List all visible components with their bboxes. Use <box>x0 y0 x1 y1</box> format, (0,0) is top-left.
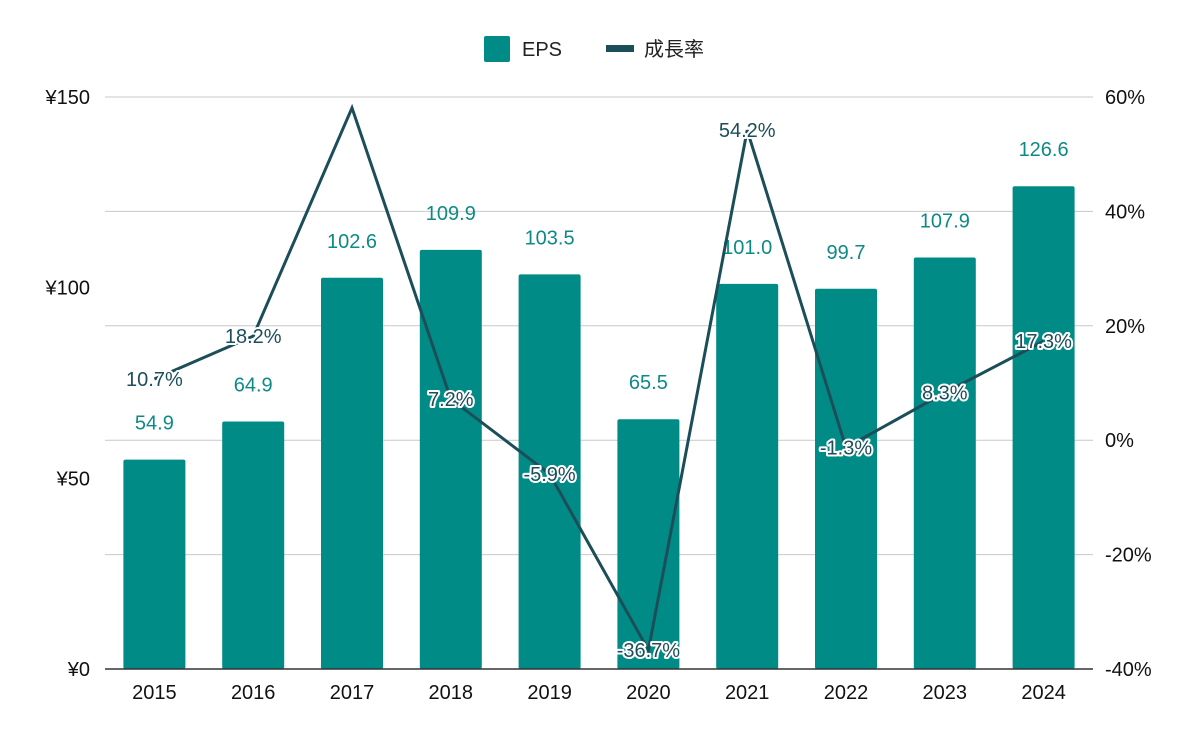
left-axis-tick-label: ¥150 <box>45 87 91 109</box>
x-axis-tick-label: 2022 <box>824 682 869 704</box>
eps-value-label: 54.9 <box>135 413 174 435</box>
x-axis-tick-label: 2024 <box>1021 682 1066 704</box>
left-axis-tick-label: ¥0 <box>67 659 90 681</box>
eps-bar <box>617 419 680 669</box>
growth-value-label: 17.3% <box>1015 331 1072 353</box>
x-axis-tick-label: 2020 <box>626 682 671 704</box>
legend-swatch-growth <box>606 45 634 52</box>
left-axis-tick-label: ¥100 <box>45 278 91 300</box>
x-axis-tick-label: 2018 <box>429 682 474 704</box>
eps-bar <box>913 257 976 669</box>
eps-value-label: 65.5 <box>629 372 668 394</box>
eps-value-label: 109.9 <box>426 203 476 225</box>
growth-value-label: 10.7% <box>126 369 183 391</box>
right-axis-tick-label: -40% <box>1105 659 1152 681</box>
eps-bars <box>123 186 1075 669</box>
right-axis-tick-label: 20% <box>1105 316 1145 338</box>
eps-value-label: 126.6 <box>1019 139 1069 161</box>
x-axis-ticks: 2015 2016 2017 2018 2019 2020 2021 2022 2023 2024 <box>132 682 1066 704</box>
eps-value-label: 64.9 <box>234 375 273 397</box>
eps-bar <box>716 283 779 669</box>
growth-line <box>153 103 1045 655</box>
legend-label-eps: EPS <box>522 39 562 61</box>
right-axis-tick-label: -20% <box>1105 545 1152 567</box>
legend-label-growth: 成長率 <box>644 38 704 61</box>
x-axis-tick-label: 2015 <box>132 682 177 704</box>
eps-value-label: 103.5 <box>525 227 575 249</box>
eps-bar <box>123 459 186 669</box>
right-axis-tick-label: 40% <box>1105 201 1145 223</box>
legend: EPS 成長率 <box>484 36 704 62</box>
growth-value-label: 7.2% <box>428 389 474 411</box>
x-axis-tick-label: 2021 <box>725 682 770 704</box>
growth-value-label: -5.9% <box>523 464 575 486</box>
eps-value-label: 102.6 <box>327 231 377 253</box>
eps-bar <box>815 288 877 669</box>
eps-bar <box>321 277 383 669</box>
left-axis-tick-label: ¥50 <box>56 468 90 490</box>
x-axis-tick-label: 2016 <box>231 682 276 704</box>
growth-value-label: 18.2% <box>225 326 282 348</box>
right-axis-tick-label: 0% <box>1105 430 1134 452</box>
growth-value-label: 8.3% <box>922 383 968 405</box>
growth-value-label: 54.2% <box>719 120 776 142</box>
growth-line-labels: 10.7% 18.2% 7.2% -5.9% -36.7% 54.2% -1.3% 8.3% 1… <box>124 118 1074 664</box>
eps-value-label: 107.9 <box>920 211 970 233</box>
eps-value-label: 101.0 <box>722 237 772 259</box>
right-axis-tick-label: 60% <box>1105 87 1145 109</box>
growth-value-label: -36.7% <box>617 640 681 662</box>
growth-value-label: -1.3% <box>820 438 872 460</box>
eps-bar-labels: 54.9 64.9 102.6 109.9 103.5 65.5 101.0 99.7 107.… <box>135 139 1069 434</box>
legend-swatch-eps <box>484 36 510 62</box>
eps-bar <box>419 249 482 669</box>
eps-value-label: 99.7 <box>827 242 866 264</box>
left-axis-ticks: ¥0 ¥50 ¥100 ¥150 <box>45 87 91 681</box>
eps-bar <box>1012 186 1075 669</box>
eps-bar <box>222 421 285 669</box>
eps-bar <box>518 274 581 669</box>
x-axis-tick-label: 2019 <box>527 682 572 704</box>
x-axis-tick-label: 2017 <box>330 682 375 704</box>
x-axis-tick-label: 2023 <box>923 682 968 704</box>
right-axis-ticks: -40% -20% 0% 20% 40% 60% <box>1105 87 1152 681</box>
growth-line-group <box>153 103 1045 655</box>
